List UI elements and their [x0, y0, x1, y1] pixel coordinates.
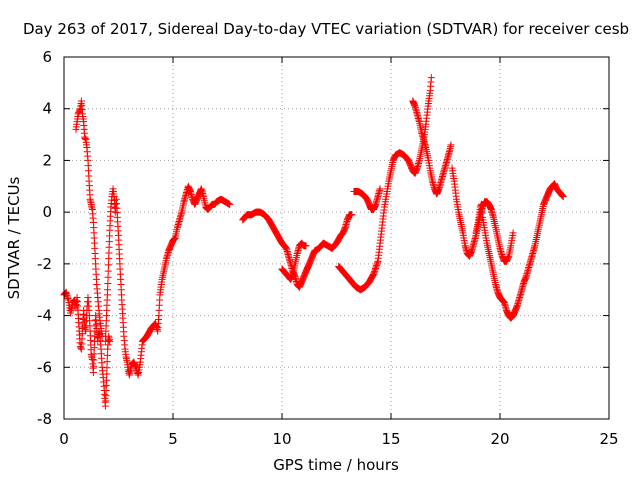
y-tick-label: -6 — [37, 358, 52, 376]
x-tick-label: 0 — [59, 430, 69, 448]
data-point — [103, 370, 111, 378]
y-tick-label: -4 — [37, 307, 52, 325]
y-tick-label: -2 — [37, 255, 52, 273]
data-point — [302, 242, 310, 250]
data-point — [103, 376, 111, 384]
series-seg2 — [72, 97, 106, 340]
data-point — [104, 280, 112, 288]
data-markers — [60, 74, 567, 410]
axis-ticks: 0 5 10 15 20 25 -8 -6 -4 -2 0 2 4 6 — [37, 48, 619, 448]
data-point — [90, 362, 98, 370]
data-point — [103, 351, 111, 359]
x-tick-label: 20 — [490, 430, 509, 448]
data-point — [104, 286, 112, 294]
y-tick-label: -8 — [37, 410, 52, 428]
series-seg10 — [472, 180, 567, 322]
series-seg4 — [239, 208, 356, 291]
data-point — [90, 350, 98, 358]
plot-frame — [63, 56, 610, 420]
chart-title: Day 263 of 2017, Sidereal Day-to-day VTE… — [23, 20, 629, 38]
data-point — [104, 267, 112, 275]
data-point — [447, 141, 455, 149]
x-tick-label: 25 — [599, 430, 618, 448]
x-tick-label: 10 — [272, 430, 291, 448]
data-point — [558, 191, 566, 199]
x-tick-label: 15 — [381, 430, 400, 448]
y-tick-label: 2 — [42, 151, 52, 169]
y-tick-label: 0 — [42, 203, 52, 221]
data-point — [170, 235, 178, 243]
x-tick-label: 5 — [168, 430, 178, 448]
x-axis-label: GPS time / hours — [273, 456, 399, 474]
data-point — [427, 74, 435, 82]
series-seg1 — [60, 288, 114, 410]
data-point — [77, 344, 85, 352]
series-seg7 — [350, 185, 384, 214]
data-point — [226, 200, 234, 208]
data-point — [103, 364, 111, 372]
data-point — [509, 229, 517, 237]
y-axis-label: SDTVAR / TECUs — [5, 176, 23, 299]
data-point — [81, 134, 89, 142]
series-seg9 — [448, 164, 517, 265]
data-point — [90, 344, 98, 352]
data-point — [376, 185, 384, 193]
data-point — [348, 211, 356, 219]
data-point — [499, 297, 507, 305]
data-point — [559, 192, 567, 200]
y-tick-label: 6 — [42, 48, 52, 66]
data-point — [89, 368, 97, 376]
data-point — [477, 202, 485, 210]
series-seg3 — [101, 182, 234, 379]
y-tick-label: 4 — [42, 100, 52, 118]
data-point — [104, 273, 112, 281]
data-point — [559, 193, 567, 201]
data-point — [103, 358, 111, 366]
series-seg6 — [335, 74, 435, 294]
series-seg5 — [278, 239, 310, 283]
data-point — [104, 261, 112, 269]
data-point — [90, 356, 98, 364]
series-seg8 — [409, 97, 455, 198]
